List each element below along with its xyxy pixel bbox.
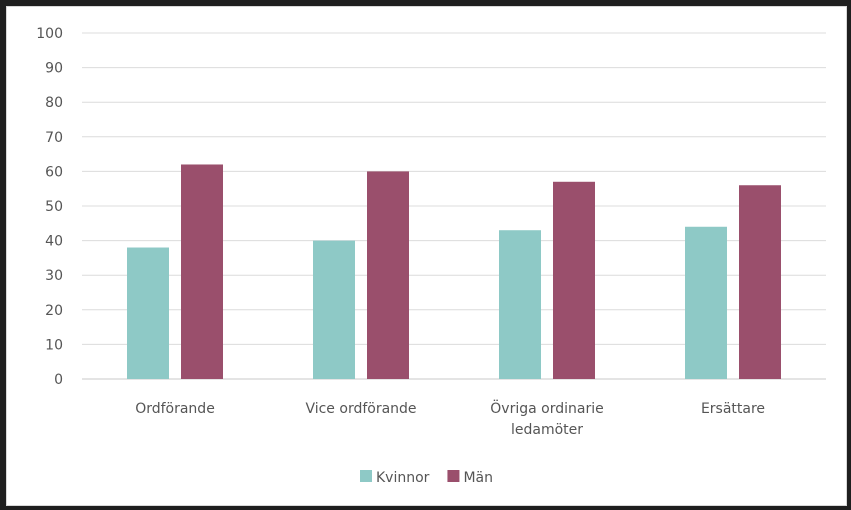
bar-m-n-2 [553,181,595,379]
y-tick-label: 50 [45,199,63,215]
x-axis-labels: Ordförande Vice ordförande Övriga ordinari… [135,399,765,438]
y-tick-label: 90 [45,61,63,77]
x-category-label: Övriga ordinarie [490,399,603,417]
x-category-label: Ordförande [135,401,215,417]
y-tick-label: 100 [36,26,63,42]
legend: Kvinnor Män [360,470,493,486]
y-tick-label: 80 [45,95,63,111]
bars [127,164,781,379]
x-category-label: ledamöter [511,422,583,438]
y-tick-label: 40 [45,234,63,250]
bar-m-n-3 [739,185,781,379]
legend-swatch [360,470,372,482]
y-tick-label: 0 [54,372,63,388]
bar-kvinnor-1 [313,240,355,379]
y-axis-ticks: 0 10 20 30 40 50 60 70 80 90 100 [36,26,63,388]
legend-swatch [447,470,460,482]
bar-m-n-0 [181,164,223,379]
y-tick-label: 20 [45,303,63,319]
legend-label: Män [463,470,493,486]
legend-label: Kvinnor [376,470,430,486]
y-tick-label: 30 [45,268,63,284]
y-tick-label: 60 [45,164,63,180]
bar-m-n-1 [367,171,409,379]
y-tick-label: 70 [45,130,63,146]
bar-kvinnor-0 [127,247,169,379]
x-category-label: Ersättare [701,401,765,417]
x-category-label: Vice ordförande [305,401,416,417]
bar-kvinnor-3 [685,226,727,379]
bar-kvinnor-2 [499,230,541,379]
y-tick-label: 10 [45,337,63,353]
